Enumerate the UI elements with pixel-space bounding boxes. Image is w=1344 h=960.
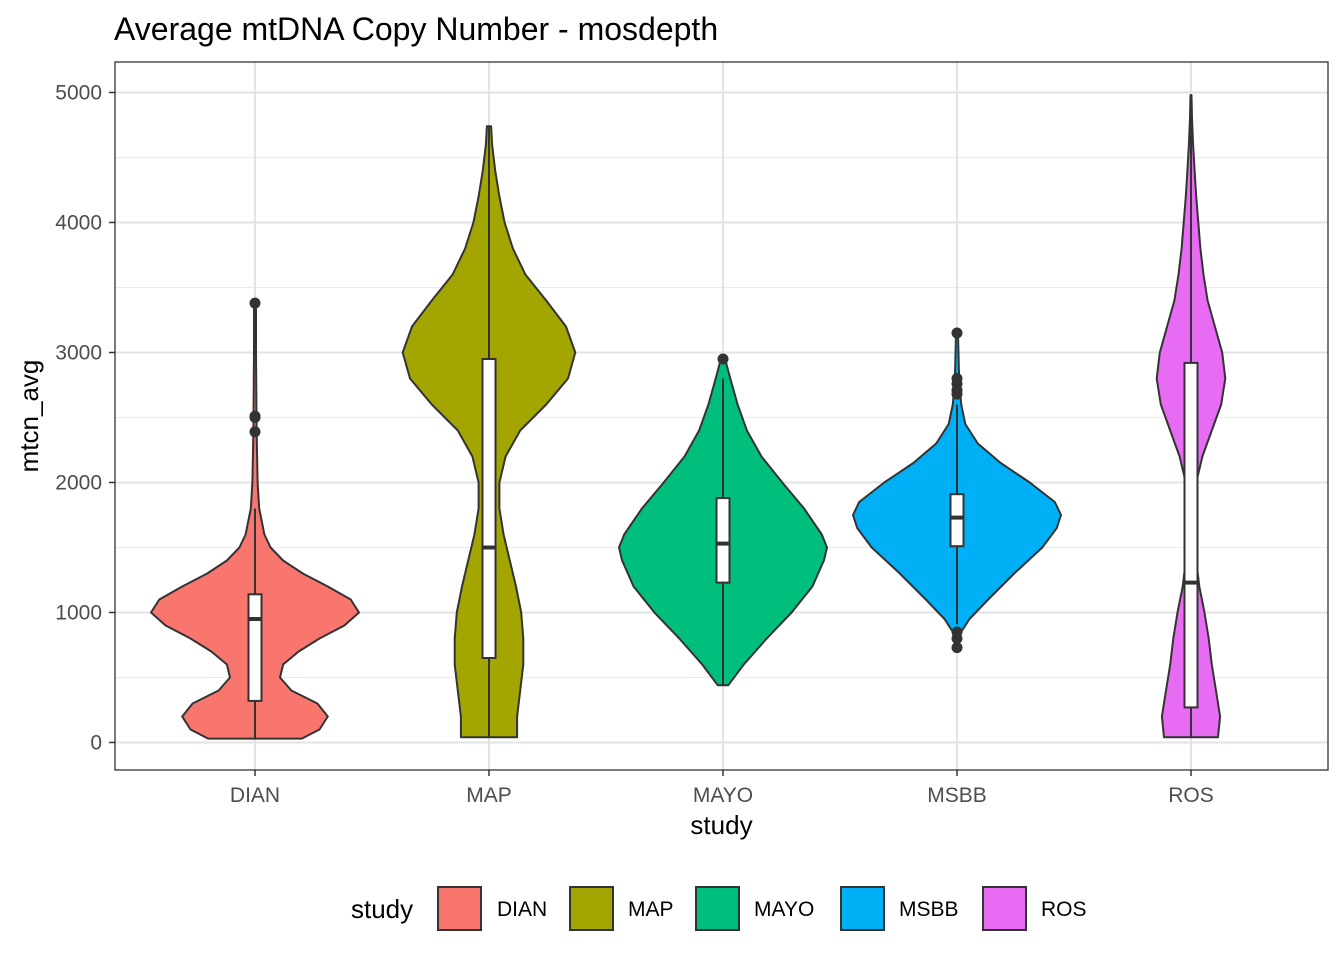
legend-label-map: MAP [628,898,674,921]
legend-key-ros [982,886,1027,931]
x-tick-label: MSBB [927,784,987,807]
outlier-point [249,297,261,309]
outlier-point [249,426,261,438]
y-tick-label: 4000 [55,212,102,235]
box-map [481,358,497,659]
box-mayo [715,497,731,584]
y-tick-label: 5000 [55,82,102,105]
x-axis: DIAN MAP MAYO MSBB ROS [230,770,1214,807]
y-tick-label: 1000 [55,602,102,625]
box-msbb [949,493,965,548]
legend: study DIAN MAP MAYO MSBB ROS [351,886,1087,931]
legend-key-mayo [695,886,740,931]
outlier-point [951,373,963,384]
x-tick-label: ROS [1168,784,1214,807]
outlier-point [951,626,963,638]
chart-title: Average mtDNA Copy Number - mosdepth [114,11,718,47]
legend-label-mayo: MAYO [754,898,814,921]
outlier-point [249,410,261,422]
y-tick-label: 2000 [55,472,102,495]
x-tick-label: MAP [466,784,512,807]
y-axis: 0 1000 2000 3000 4000 5000 [55,82,115,755]
legend-key-dian [437,886,482,931]
y-axis-title: mtcn_avg [14,360,44,473]
outlier-points [249,297,963,654]
outlier-point [717,353,729,365]
legend-label-dian: DIAN [497,898,547,921]
panel-border [114,61,1329,771]
x-tick-label: MAYO [693,784,753,807]
box-ros [1183,361,1199,709]
legend-key-msbb [840,886,885,931]
outlier-point [951,327,963,339]
x-tick-label: DIAN [230,784,280,807]
legend-label-msbb: MSBB [899,898,959,921]
x-axis-title: study [690,810,752,840]
legend-key-map [569,886,614,931]
violin-shapes [150,94,1227,740]
box-dian [247,593,263,702]
y-tick-label: 3000 [55,342,102,365]
legend-title: study [351,894,413,924]
outlier-point [951,642,963,654]
legend-label-ros: ROS [1041,898,1087,921]
boxplots [247,95,1199,739]
y-tick-label: 0 [90,732,102,755]
